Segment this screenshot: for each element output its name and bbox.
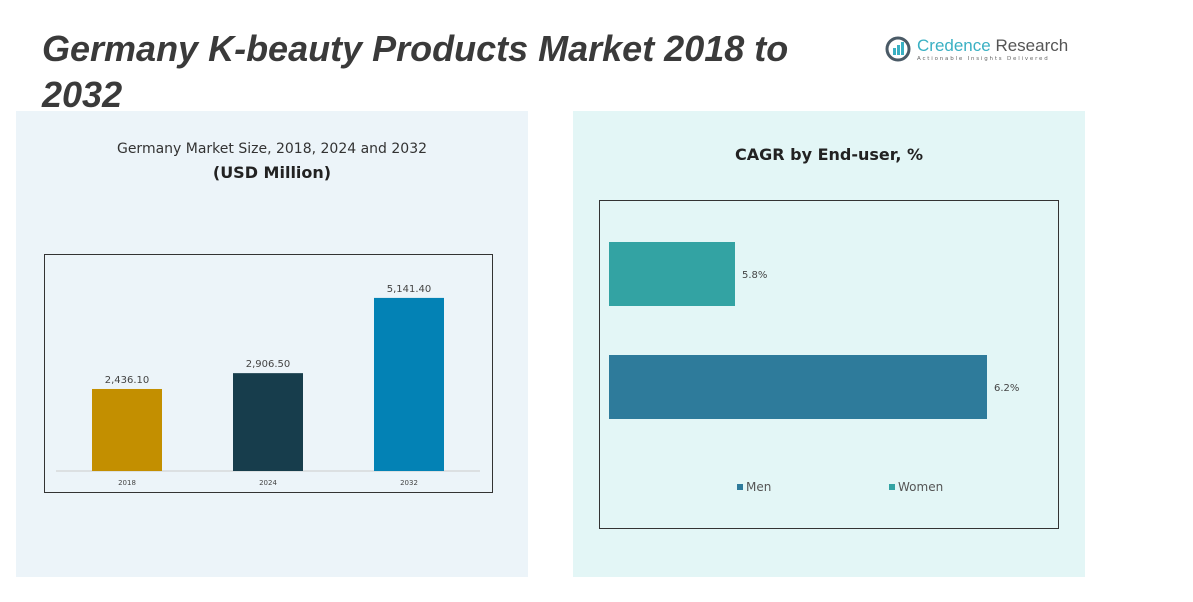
chart1-title: Germany Market Size, 2018, 2024 and 2032 bbox=[116, 141, 428, 157]
legend-label: Men bbox=[746, 480, 771, 494]
bar-2024 bbox=[233, 373, 303, 471]
bar-2018 bbox=[92, 388, 162, 471]
legend-label: Women bbox=[898, 480, 943, 494]
data-label: 5,141.40 bbox=[387, 284, 432, 295]
bar-Women bbox=[609, 242, 735, 306]
data-label: 2,436.10 bbox=[105, 375, 150, 386]
page-title: Germany K-beauty Products Market 2018 to… bbox=[42, 28, 789, 115]
logo-name-1: Credence bbox=[917, 36, 991, 55]
market-size-chart: 2,436.10 2018 2,906.50 2024 5,141.40 2032 bbox=[44, 254, 493, 493]
chart1-subtitle: (USD Million) bbox=[212, 163, 332, 182]
legend-swatch bbox=[889, 484, 895, 490]
logo-icon bbox=[885, 36, 911, 62]
x-tick-label: 2024 bbox=[259, 479, 277, 487]
logo: Credence Research Actionable Insights De… bbox=[885, 36, 1068, 62]
bar-2032 bbox=[374, 297, 444, 471]
x-tick-label: 2018 bbox=[118, 479, 136, 487]
cagr-panel: CAGR by End-user, % bbox=[573, 111, 1085, 577]
data-label: 5.8% bbox=[742, 270, 767, 281]
logo-tagline: Actionable Insights Delivered bbox=[917, 56, 1050, 62]
bar-Men bbox=[609, 355, 987, 419]
logo-name-2: Research bbox=[990, 36, 1069, 55]
legend-swatch bbox=[737, 484, 743, 490]
data-label: 6.2% bbox=[994, 383, 1019, 394]
x-tick-label: 2032 bbox=[400, 479, 418, 487]
data-label: 2,906.50 bbox=[246, 359, 291, 370]
chart2-title: CAGR by End-user, % bbox=[735, 145, 923, 164]
cagr-chart: 5.8% 6.2% Men Women bbox=[599, 200, 1059, 529]
